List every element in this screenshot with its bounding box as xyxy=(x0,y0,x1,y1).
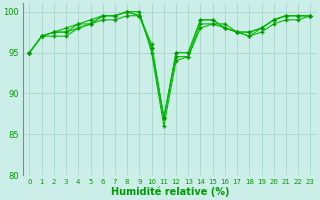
X-axis label: Humidité relative (%): Humidité relative (%) xyxy=(111,186,229,197)
